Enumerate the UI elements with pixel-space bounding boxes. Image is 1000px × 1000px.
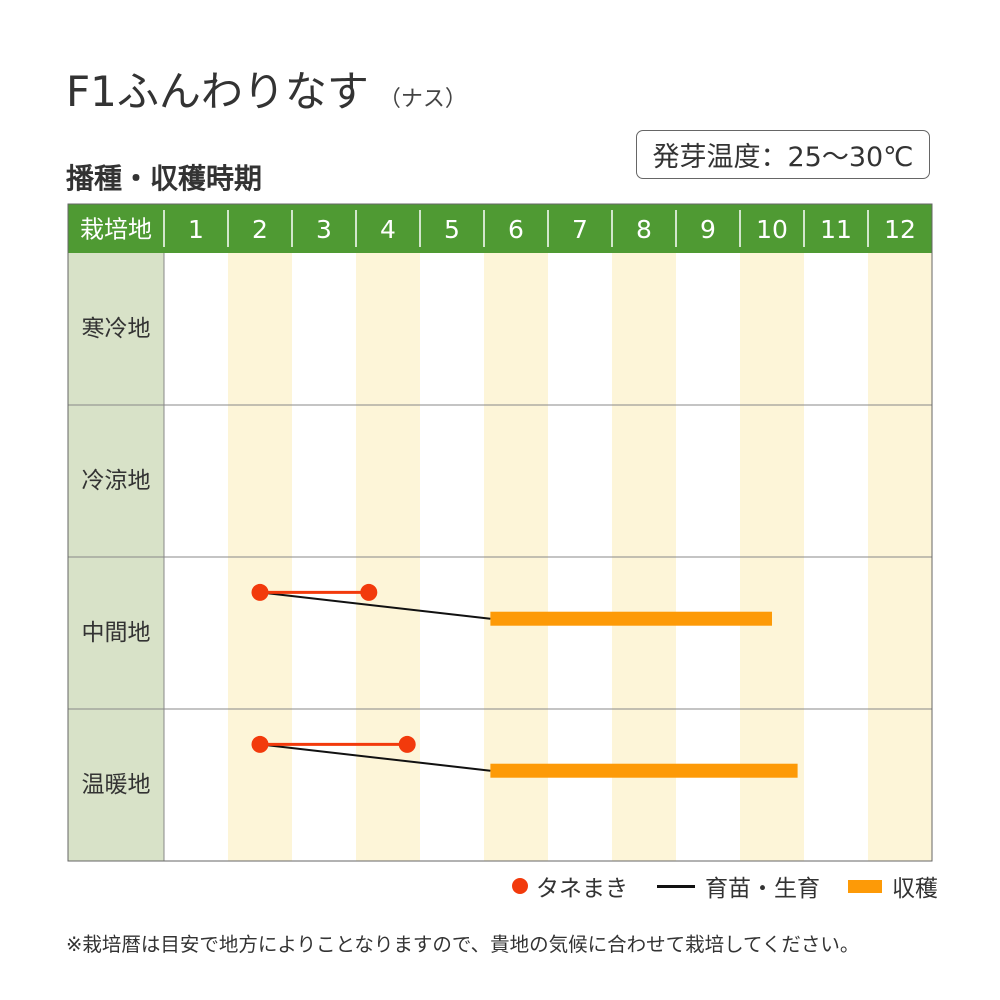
- legend-sowing-label: タネまき: [536, 876, 628, 902]
- header-band: [68, 204, 932, 253]
- region-label-1: 冷涼地: [82, 468, 151, 494]
- growing-line-3: [259, 743, 491, 772]
- growing-line-2: [259, 591, 491, 620]
- harvest-bar-2: [490, 611, 772, 626]
- month-label-12: 12: [884, 215, 916, 244]
- title-main: F1ふんわりなす: [66, 67, 369, 116]
- chart-frame: [67, 203, 933, 862]
- legend-growing-label: 育苗・生育: [705, 876, 820, 902]
- sowing-end-dot-2: [360, 583, 378, 601]
- legend-harvest-bar-icon: [848, 879, 882, 893]
- month-label-5: 5: [444, 215, 460, 244]
- legend-item-harvest: 収穫: [848, 868, 938, 904]
- legend-growing-line-icon: [657, 884, 695, 888]
- footnote: ※栽培暦は目安で地方によりことなりますので、貴地の気候に合わせて栽培してください…: [66, 933, 860, 956]
- sowing-end-dot-3: [398, 735, 416, 753]
- legend-item-sowing: タネまき: [512, 868, 628, 904]
- chart-subtitle: 播種・収穫時期: [66, 162, 263, 195]
- legend-item-growing: 育苗・生育: [657, 868, 820, 904]
- month-label-7: 7: [572, 215, 588, 244]
- germination-temperature-badge: 発芽温度：25～30℃: [636, 130, 930, 179]
- legend-sowing-dot-icon: [512, 878, 528, 894]
- legend: タネまき 育苗・生育 収穫: [0, 868, 1000, 904]
- month-label-8: 8: [636, 215, 652, 244]
- month-label-4: 4: [380, 215, 396, 244]
- month-label-11: 11: [820, 215, 852, 244]
- region-label-2: 中間地: [82, 620, 151, 646]
- page-title: F1ふんわりなす （ナス）: [66, 58, 467, 119]
- harvest-bar-3: [490, 763, 798, 778]
- header-corner-label: 栽培地: [80, 216, 152, 244]
- sowing-start-dot-3: [251, 735, 269, 753]
- month-label-1: 1: [188, 215, 204, 244]
- month-label-9: 9: [700, 215, 716, 244]
- region-label-3: 温暖地: [82, 772, 151, 798]
- month-label-2: 2: [252, 215, 268, 244]
- legend-harvest-label: 収穫: [892, 876, 938, 902]
- month-label-6: 6: [508, 215, 524, 244]
- region-label-0: 寒冷地: [82, 316, 151, 342]
- sowing-start-dot-2: [251, 583, 269, 601]
- month-label-10: 10: [756, 215, 788, 244]
- title-sub: （ナス）: [378, 87, 467, 112]
- month-label-3: 3: [316, 215, 332, 244]
